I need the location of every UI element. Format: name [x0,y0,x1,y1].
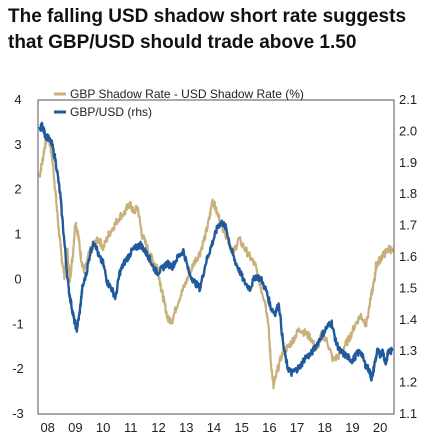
x-tick-label: 13 [179,420,193,435]
left-tick-label: -3 [12,406,24,421]
right-tick-label: 1.4 [399,312,417,327]
right-tick-label: 1.1 [399,406,417,421]
right-tick-label: 2.0 [399,123,417,138]
left-tick-label: 4 [14,92,21,107]
title-line-1: The falling USD shadow short rate sugges… [8,6,407,27]
series-lines [38,121,394,390]
right-tick-label: 1.8 [399,186,417,201]
right-tick-label: 1.3 [399,343,417,358]
left-tick-label: 1 [14,227,21,242]
x-tick-label: 14 [207,420,221,435]
left-tick-label: 0 [14,271,21,286]
x-tick-label: 10 [96,420,110,435]
left-tick-label: 3 [14,137,21,152]
gbp-usd-rate-line [38,121,394,382]
right-tick-label: 2.1 [399,92,417,107]
left-tick-label: -2 [12,361,24,376]
x-tick-label: 19 [345,420,359,435]
x-axis: 08 09 10 11 12 13 14 15 16 17 18 19 20 [40,420,387,435]
left-axis: 4 3 2 1 0 -1 -2 -3 [12,92,24,421]
x-tick-label: 15 [234,420,248,435]
right-tick-label: 1.2 [399,375,417,390]
x-tick-label: 20 [373,420,387,435]
left-tick-label: 2 [14,182,21,197]
x-tick-label: 08 [40,420,54,435]
right-axis: 2.1 2.0 1.9 1.8 1.7 1.6 1.5 1.4 1.3 1.2 1.1 [399,92,417,421]
plot-frame [37,99,395,415]
chart-title: The falling USD shadow short rate sugges… [8,4,430,56]
legend-label: GBP/USD (rhs) [70,105,152,119]
right-tick-label: 1.5 [399,280,417,295]
x-tick-label: 09 [68,420,82,435]
x-tick-label: 17 [290,420,304,435]
left-tick-label: -1 [12,316,24,331]
right-tick-label: 1.6 [399,249,417,264]
right-tick-label: 1.9 [399,155,417,170]
right-tick-label: 1.7 [399,218,417,233]
title-line-2: that GBP/USD should trade above 1.50 [8,32,357,53]
x-tick-label: 11 [124,420,138,435]
x-tick-label: 16 [262,420,276,435]
x-tick-label: 12 [151,420,165,435]
gbp-usd-shadow-rate-spread-line [38,133,394,390]
legend-label: GBP Shadow Rate - USD Shadow Rate (%) [70,87,304,101]
x-tick-label: 18 [318,420,332,435]
legend: GBP Shadow Rate - USD Shadow Rate (%) GBP… [54,87,304,119]
